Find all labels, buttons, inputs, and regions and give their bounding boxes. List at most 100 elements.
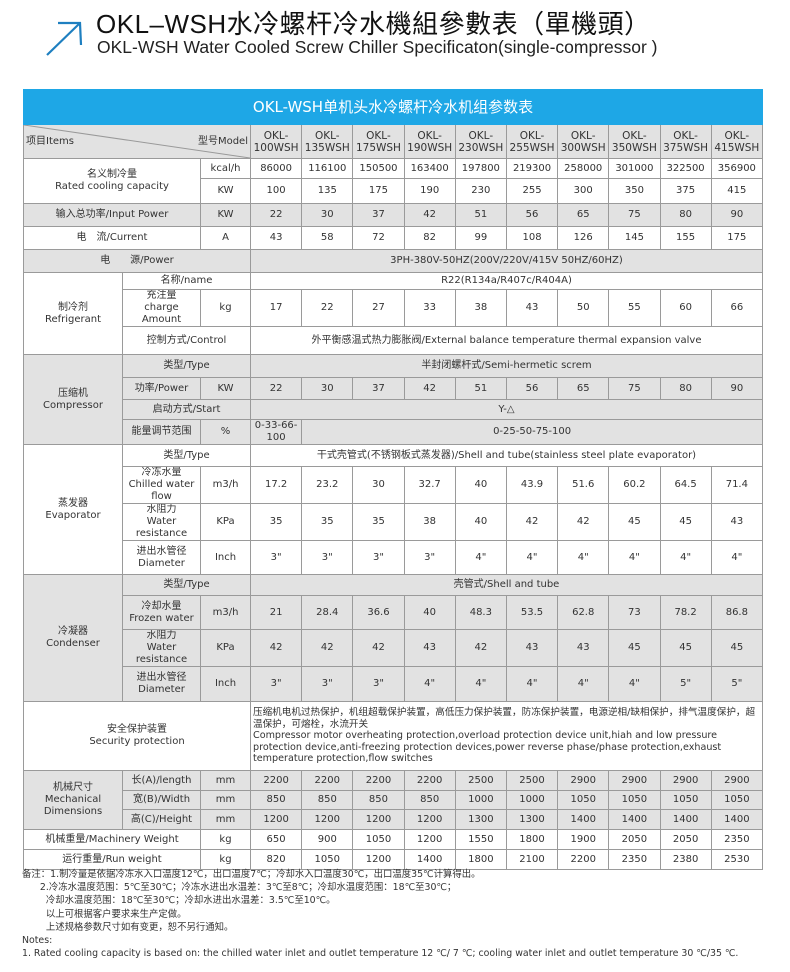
- value-cell: 2200: [352, 770, 405, 791]
- table-row: 能量调节范围% 0-33-66-100 0-25-50-75-100: [24, 419, 763, 445]
- value-cell: 1050: [557, 790, 610, 810]
- value-cell: 17.2: [249, 466, 303, 504]
- group-label-line: 蒸发器: [58, 497, 88, 509]
- value-cell: 2530: [710, 849, 764, 870]
- row-label: 水阻力 Water resistance: [122, 629, 201, 667]
- value-cell: 80: [659, 203, 712, 227]
- row-label-line: Water resistance: [135, 642, 188, 665]
- value-cell: 1000: [454, 790, 507, 810]
- value-cell: 78.2: [659, 595, 712, 630]
- value-cell: 1300: [505, 809, 559, 830]
- value-cell: 45: [608, 629, 661, 667]
- value-cell: 45: [659, 503, 712, 541]
- row-label-line: charge Amount: [141, 302, 182, 325]
- value-cell: 2200: [403, 770, 456, 791]
- value-cell: 415: [710, 178, 764, 204]
- value-cell: 86.8: [710, 595, 764, 630]
- row-label: 类型/Type: [122, 574, 251, 596]
- value-cell: 60.2: [608, 466, 661, 504]
- group-label-line: Evaporator: [45, 509, 101, 521]
- row-label: 水阻力 Water resistance: [122, 503, 201, 541]
- value-cell: 30: [352, 466, 405, 504]
- value-cell: 1400: [403, 849, 456, 870]
- value-cell: 42: [352, 629, 405, 667]
- value-cell: 51.6: [557, 466, 610, 504]
- span-value: 3PH-380V-50HZ(200V/220V/415V 50HZ/60HZ): [250, 249, 763, 273]
- value-cell: 43: [505, 289, 559, 327]
- row-label: 冷冻水量 Chilled water flow: [122, 466, 201, 504]
- value-cell: 820: [249, 849, 303, 870]
- value-cell: 1050: [608, 790, 661, 810]
- table-row: 运行重量/Run weight kg 820 1050 1200 1400 1800 2100…: [23, 849, 764, 870]
- value-cell: 35: [352, 503, 405, 541]
- value-cell: 37: [352, 377, 405, 400]
- row-label: 冷却水量 Frozen water: [122, 595, 201, 630]
- value-cell: 45: [710, 629, 764, 667]
- value-cell: 1800: [454, 849, 507, 870]
- model-header: OKL- 100WSH: [249, 124, 303, 159]
- value-cell: 43: [557, 629, 610, 667]
- value-cell: 322500: [659, 158, 712, 179]
- value-cell: 42: [505, 503, 559, 541]
- value-cell: 23.2: [301, 466, 354, 504]
- value-cell: 30: [301, 377, 354, 400]
- row-label-line: Frozen water: [129, 612, 194, 624]
- value-cell: 1050: [659, 790, 712, 810]
- value-cell: 0-25-50-75-100: [301, 419, 763, 445]
- row-label: 电 源/Power: [23, 249, 251, 273]
- value-cell: 50: [557, 289, 610, 327]
- value-cell: 650: [249, 829, 303, 850]
- value-cell: 42: [454, 629, 507, 667]
- value-cell: 2350: [710, 829, 764, 850]
- value-cell: 51: [454, 203, 507, 227]
- table-row: 冷凝器 Condenser 类型/Type 壳管式/Shell and tube: [23, 574, 763, 702]
- value-cell: 2100: [505, 849, 559, 870]
- value-cell: 3": [249, 540, 303, 575]
- page-subtitle: OKL-WSH Water Cooled Screw Chiller Speci…: [97, 37, 658, 57]
- unit: kg: [200, 289, 251, 327]
- model-header: OKL- 175WSH: [352, 124, 405, 159]
- span-value: 壳管式/Shell and tube: [250, 574, 763, 596]
- unit: Inch: [200, 540, 251, 575]
- value-cell: 21: [249, 595, 303, 630]
- row-label: 功率/Power: [122, 377, 201, 400]
- value-cell: 42: [557, 503, 610, 541]
- unit: kg: [200, 849, 251, 870]
- value-cell: 1400: [710, 809, 764, 830]
- table-row: 宽(B)/Width mm 850 850 850 850 1000 1000 1050 1050…: [24, 790, 764, 810]
- value-cell: 1400: [659, 809, 712, 830]
- value-cell: 1200: [301, 809, 354, 830]
- value-cell: 35: [249, 503, 303, 541]
- value-cell: 1400: [557, 809, 610, 830]
- value-cell: 163400: [403, 158, 456, 179]
- value-cell: 62.8: [557, 595, 610, 630]
- value-cell: 42: [403, 377, 456, 400]
- note-cn-1: 备注：1.制冷量是依据冷冻水入口温度12℃，出口温度7℃；冷却水入口温度30℃，…: [22, 869, 481, 880]
- row-label-line: 水阻力: [146, 630, 177, 642]
- security-text: 压缩机电机过热保护，机组超载保护装置，高低压力保护装置，防冻保护装置，电源逆相/…: [250, 701, 763, 771]
- table-row: 蒸发器 Evaporator 类型/Type 干式壳管式(不锈钢板式蒸发器)/Shel…: [23, 444, 763, 575]
- value-cell: 145: [608, 226, 661, 250]
- value-cell: 56: [505, 203, 559, 227]
- security-text-line: Compressor motor overheating protection,…: [253, 730, 722, 765]
- value-cell: 1050: [352, 829, 405, 850]
- diagonal-divider: [24, 125, 250, 158]
- table-row: 充注量 charge Amount kg 17 22 27 33 38 43 50 55 60 66: [24, 289, 764, 327]
- span-value: 外平衡感温式热力膨胀阀/External balance temperature…: [250, 326, 763, 355]
- table-row: 压缩机 Compressor 类型/Type 半封闭螺杆式/Semi-hermetic…: [23, 354, 763, 445]
- value-cell: 126: [557, 226, 610, 250]
- spec-table: OKL-WSH单机头水冷螺杆冷水机组参数表 项目Items 型号Model OKL- 1…: [23, 89, 764, 870]
- value-cell: 375: [659, 178, 712, 204]
- unit: m3/h: [200, 595, 251, 630]
- value-cell: 58: [301, 226, 354, 250]
- value-cell: 3": [352, 540, 405, 575]
- value-cell: 1200: [249, 809, 303, 830]
- value-cell: 5": [710, 666, 764, 702]
- header-corner-cell: 项目Items 型号Model: [23, 124, 251, 159]
- value-cell: 230: [454, 178, 507, 204]
- value-cell: 1200: [352, 809, 405, 830]
- row-label: 安全保护装置 Security protection: [23, 701, 251, 771]
- value-cell: 55: [608, 289, 661, 327]
- value-cell: 3": [352, 666, 405, 702]
- table-row: 启动方式/Start Y-△: [24, 399, 763, 420]
